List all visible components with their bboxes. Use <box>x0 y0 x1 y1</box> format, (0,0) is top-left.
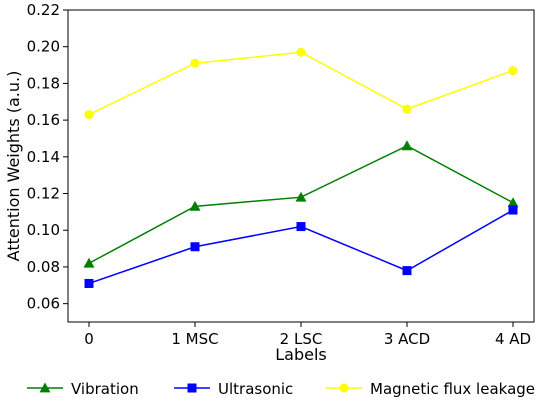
x-axis: 0 1 MSC 2 LSC 3 ACD 4 AD <box>84 322 531 348</box>
legend-item: Magnetic flux leakage <box>326 380 535 398</box>
data-point <box>84 110 94 120</box>
legend-label: Vibration <box>71 380 139 398</box>
series-line <box>88 51 514 116</box>
x-tick-label: 0 <box>84 330 94 348</box>
legend-marker <box>39 382 51 393</box>
plot-area <box>83 47 519 288</box>
data-point <box>507 197 519 208</box>
y-tick-label: 0.20 <box>27 38 60 56</box>
data-point <box>84 278 94 288</box>
series-line <box>88 209 514 285</box>
data-point <box>295 191 307 202</box>
x-tick-label: 3 ACD <box>384 330 430 348</box>
data-point <box>401 140 413 151</box>
legend-marker <box>187 383 197 393</box>
y-tick-label: 0.14 <box>27 148 60 166</box>
data-point <box>189 200 201 211</box>
data-point <box>296 47 306 57</box>
series-magnetic-flux-leakage <box>84 47 518 120</box>
series-vibration <box>83 140 519 268</box>
y-axis: 0.06 0.08 0.10 0.12 0.14 0.16 0.18 0.20 0.22 <box>27 1 68 313</box>
y-tick-label: 0.16 <box>27 111 60 129</box>
y-axis-label: Attention Weights (a.u.) <box>4 71 23 262</box>
data-point <box>190 242 200 252</box>
data-point <box>402 104 412 114</box>
y-tick-label: 0.10 <box>27 221 60 239</box>
x-tick-label: 4 AD <box>495 330 531 348</box>
data-point <box>190 58 200 68</box>
x-axis-label: Labels <box>275 345 327 364</box>
y-tick-label: 0.12 <box>27 185 60 203</box>
x-tick-label: 2 LSC <box>280 330 323 348</box>
legend-label: Magnetic flux leakage <box>370 380 535 398</box>
data-point <box>296 222 306 232</box>
y-tick-label: 0.22 <box>27 1 60 19</box>
legend-label: Ultrasonic <box>218 380 293 398</box>
y-tick-label: 0.08 <box>27 258 60 276</box>
y-tick-label: 0.06 <box>27 295 60 313</box>
legend-marker <box>339 383 349 393</box>
plot-frame <box>67 9 535 323</box>
series-ultrasonic <box>84 205 518 288</box>
legend-item: Ultrasonic <box>174 380 293 398</box>
data-point <box>508 205 518 215</box>
legend-item: Vibration <box>27 380 139 398</box>
x-tick-label: 1 MSC <box>171 330 218 348</box>
data-point <box>508 66 518 76</box>
data-point <box>83 257 95 268</box>
data-point <box>402 266 412 276</box>
y-tick-label: 0.18 <box>27 74 60 92</box>
legend: Vibration Ultrasonic Magnetic flux leakage <box>27 380 535 398</box>
